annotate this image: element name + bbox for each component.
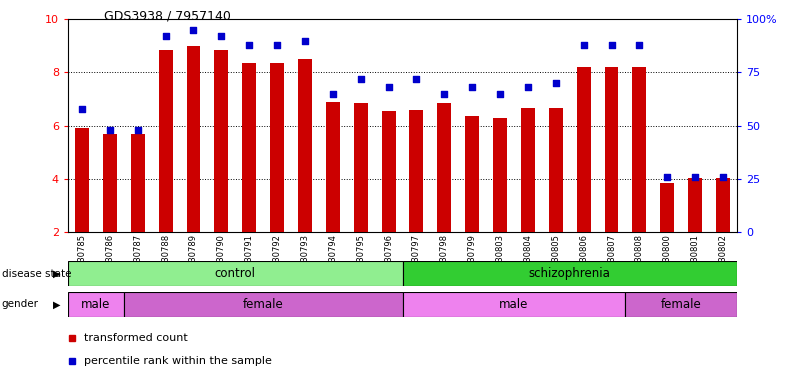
Text: GDS3938 / 7957140: GDS3938 / 7957140	[104, 10, 231, 23]
Point	[271, 42, 284, 48]
Bar	[298, 59, 312, 232]
Point	[578, 42, 590, 48]
Bar	[402, 292, 626, 317]
Text: percentile rank within the sample: percentile rank within the sample	[84, 356, 272, 366]
Bar	[605, 67, 618, 232]
Text: female: female	[243, 298, 284, 311]
Point	[159, 33, 172, 39]
Point	[493, 91, 506, 97]
Bar	[381, 111, 396, 232]
Point	[465, 84, 478, 91]
Bar	[493, 118, 507, 232]
Bar	[242, 63, 256, 232]
Bar	[716, 178, 730, 232]
Point	[327, 91, 340, 97]
Text: ▶: ▶	[54, 299, 61, 310]
Bar	[402, 261, 737, 286]
Bar	[633, 67, 646, 232]
Bar	[409, 110, 424, 232]
Point	[689, 174, 702, 180]
Point	[410, 76, 423, 82]
Point	[103, 127, 116, 133]
Point	[382, 84, 395, 91]
Point	[215, 33, 227, 39]
Point	[633, 42, 646, 48]
Bar	[521, 108, 535, 232]
Point	[549, 80, 562, 86]
Bar	[75, 128, 89, 232]
Text: schizophrenia: schizophrenia	[529, 267, 610, 280]
Point	[75, 106, 88, 112]
Point	[187, 27, 200, 33]
Bar	[688, 178, 702, 232]
Bar	[437, 103, 451, 232]
Bar	[68, 292, 124, 317]
Bar	[465, 116, 479, 232]
Text: gender: gender	[2, 299, 38, 310]
Bar	[354, 103, 368, 232]
Bar	[626, 292, 737, 317]
Point	[131, 127, 144, 133]
Text: transformed count: transformed count	[84, 333, 188, 343]
Bar	[660, 183, 674, 232]
Text: ▶: ▶	[54, 268, 61, 279]
Point	[605, 42, 618, 48]
Bar	[270, 63, 284, 232]
Point	[243, 42, 256, 48]
Text: disease state: disease state	[2, 268, 71, 279]
Point	[354, 76, 367, 82]
Bar	[187, 46, 200, 232]
Bar	[68, 261, 402, 286]
Point	[717, 174, 730, 180]
Text: female: female	[661, 298, 702, 311]
Bar	[159, 50, 172, 232]
Bar	[577, 67, 590, 232]
Text: control: control	[215, 267, 256, 280]
Text: male: male	[81, 298, 111, 311]
Point	[521, 84, 534, 91]
Bar	[131, 134, 145, 232]
Bar	[124, 292, 402, 317]
Bar	[326, 102, 340, 232]
Text: male: male	[499, 298, 529, 311]
Bar	[549, 108, 563, 232]
Point	[661, 174, 674, 180]
Point	[299, 38, 312, 44]
Point	[438, 91, 451, 97]
Bar	[103, 134, 117, 232]
Bar	[215, 50, 228, 232]
